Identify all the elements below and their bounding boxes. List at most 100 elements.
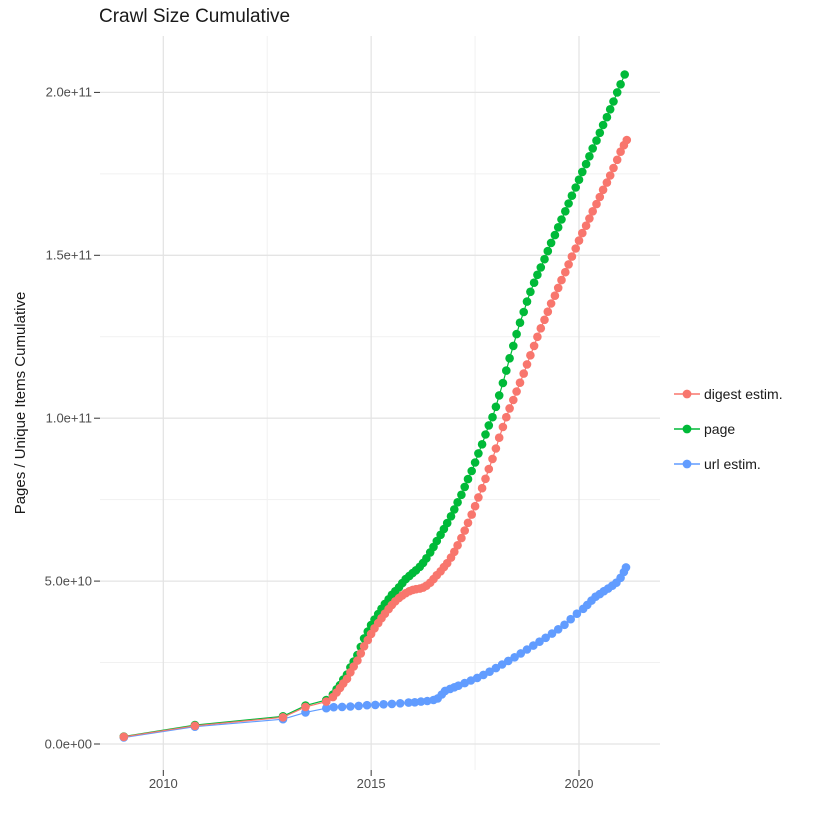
data-point bbox=[453, 541, 462, 550]
data-point bbox=[526, 287, 535, 297]
legend-key-url-estim-icon bbox=[674, 459, 700, 468]
legend: digest estim. page url estim. bbox=[672, 376, 783, 481]
data-point bbox=[553, 223, 563, 232]
data-point bbox=[410, 698, 420, 707]
data-point bbox=[533, 332, 542, 342]
data-point bbox=[190, 721, 200, 731]
data-point bbox=[588, 207, 597, 216]
legend-label-url-estim: url estim. bbox=[704, 455, 761, 472]
data-point bbox=[592, 136, 601, 145]
data-point bbox=[497, 660, 507, 669]
data-point bbox=[581, 221, 591, 230]
data-point bbox=[536, 324, 546, 333]
data-point bbox=[329, 702, 339, 712]
legend-item-page: page bbox=[672, 411, 783, 446]
data-point bbox=[359, 642, 369, 651]
data-point bbox=[609, 163, 618, 173]
data-point bbox=[553, 283, 563, 293]
data-point bbox=[353, 656, 362, 665]
legend-label-digest-estim: digest estim. bbox=[704, 385, 783, 402]
data-point bbox=[588, 144, 597, 153]
data-point bbox=[484, 464, 494, 474]
y-tick-label: 2.0e+11 bbox=[45, 84, 92, 100]
data-point bbox=[533, 270, 542, 280]
data-point bbox=[432, 536, 442, 546]
data-point bbox=[529, 641, 538, 650]
data-point bbox=[616, 147, 625, 156]
data-point bbox=[598, 120, 608, 130]
data-point bbox=[529, 341, 539, 351]
data-point bbox=[450, 547, 459, 557]
data-point bbox=[119, 732, 129, 742]
data-point bbox=[379, 700, 388, 709]
data-point bbox=[595, 128, 605, 138]
data-point bbox=[502, 412, 511, 422]
data-point bbox=[509, 341, 518, 351]
legend-key-page-icon bbox=[674, 424, 700, 433]
data-point bbox=[598, 185, 608, 195]
data-point bbox=[595, 192, 605, 202]
y-tick-label: 5.0e+10 bbox=[44, 573, 92, 589]
data-point bbox=[453, 498, 462, 507]
data-point bbox=[550, 230, 560, 240]
data-point bbox=[463, 518, 473, 528]
data-point bbox=[515, 318, 525, 328]
data-point bbox=[526, 351, 535, 360]
data-point bbox=[477, 440, 487, 449]
data-point bbox=[585, 214, 594, 223]
data-point bbox=[470, 458, 480, 467]
data-point bbox=[278, 713, 288, 722]
x-tick-label: 2015 bbox=[356, 776, 386, 791]
data-point bbox=[574, 236, 584, 245]
data-point bbox=[484, 421, 494, 430]
series-line-url-estim- bbox=[123, 567, 627, 739]
data-point bbox=[574, 175, 584, 184]
data-point bbox=[485, 667, 494, 676]
data-point bbox=[621, 563, 631, 572]
data-point bbox=[605, 105, 615, 114]
data-point bbox=[564, 199, 573, 208]
data-point bbox=[543, 307, 553, 317]
data-point bbox=[550, 291, 560, 301]
data-point bbox=[578, 228, 587, 238]
data-point bbox=[457, 490, 466, 500]
data-point bbox=[620, 70, 629, 79]
legend-key-digest-estim-icon bbox=[674, 389, 700, 398]
data-point bbox=[505, 354, 514, 363]
data-point bbox=[404, 698, 413, 707]
data-point bbox=[560, 620, 569, 630]
data-point bbox=[609, 97, 618, 106]
data-point bbox=[561, 207, 570, 216]
data-point bbox=[535, 637, 544, 646]
data-point bbox=[547, 629, 557, 638]
data-point bbox=[460, 482, 470, 492]
data-point bbox=[491, 663, 501, 673]
data-point bbox=[460, 526, 470, 535]
legend-label-page: page bbox=[704, 420, 736, 437]
data-point bbox=[553, 625, 563, 634]
data-point bbox=[502, 366, 511, 375]
data-point bbox=[612, 155, 622, 165]
data-point bbox=[592, 199, 601, 209]
data-point bbox=[494, 391, 504, 400]
data-point bbox=[516, 649, 526, 658]
data-point bbox=[467, 510, 477, 519]
data-point bbox=[522, 297, 532, 306]
data-point bbox=[567, 191, 577, 200]
data-point bbox=[442, 518, 452, 528]
data-point bbox=[356, 649, 366, 658]
data-point bbox=[450, 505, 459, 514]
data-point bbox=[504, 656, 513, 666]
data-point bbox=[546, 238, 556, 248]
data-point bbox=[522, 360, 532, 369]
x-tick-label: 2010 bbox=[148, 776, 178, 791]
y-axis-title: Pages / Unique Items Cumulative bbox=[12, 291, 29, 515]
data-point bbox=[467, 466, 477, 476]
legend-item-url-estim: url estim. bbox=[672, 446, 783, 481]
data-point bbox=[546, 299, 556, 308]
data-point bbox=[536, 263, 546, 272]
data-point bbox=[477, 483, 487, 493]
data-point bbox=[494, 433, 504, 443]
data-point bbox=[498, 422, 508, 432]
